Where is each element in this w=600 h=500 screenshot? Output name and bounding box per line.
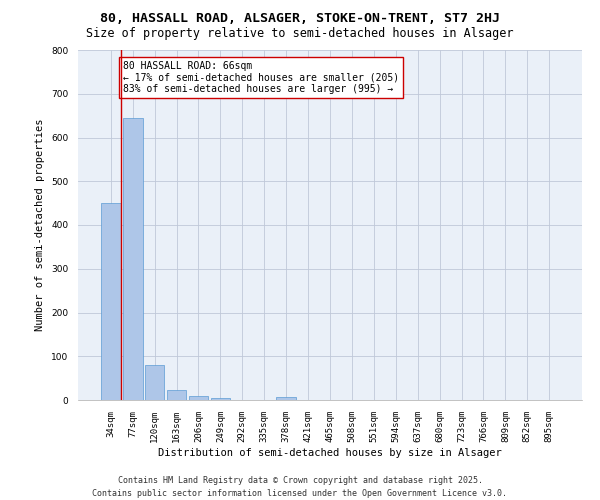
Text: Size of property relative to semi-detached houses in Alsager: Size of property relative to semi-detach… <box>86 28 514 40</box>
Bar <box>211 398 230 400</box>
Bar <box>123 118 143 400</box>
Bar <box>101 203 121 400</box>
Bar <box>276 396 296 400</box>
Bar <box>188 396 208 400</box>
Bar <box>145 365 164 400</box>
Y-axis label: Number of semi-detached properties: Number of semi-detached properties <box>35 118 46 331</box>
Bar <box>167 390 187 400</box>
X-axis label: Distribution of semi-detached houses by size in Alsager: Distribution of semi-detached houses by … <box>158 448 502 458</box>
Text: 80, HASSALL ROAD, ALSAGER, STOKE-ON-TRENT, ST7 2HJ: 80, HASSALL ROAD, ALSAGER, STOKE-ON-TREN… <box>100 12 500 26</box>
Text: Contains HM Land Registry data © Crown copyright and database right 2025.
Contai: Contains HM Land Registry data © Crown c… <box>92 476 508 498</box>
Text: 80 HASSALL ROAD: 66sqm
← 17% of semi-detached houses are smaller (205)
83% of se: 80 HASSALL ROAD: 66sqm ← 17% of semi-det… <box>123 61 399 94</box>
